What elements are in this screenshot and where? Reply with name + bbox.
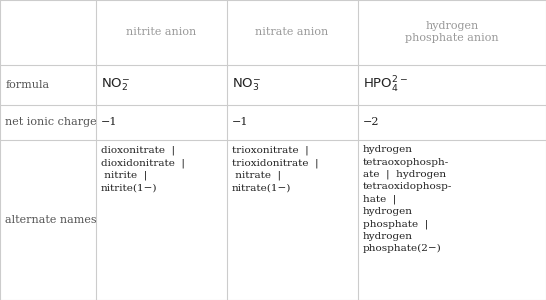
Text: −1: −1 — [101, 117, 117, 127]
Text: $\mathrm{HPO_4^{2-}}$: $\mathrm{HPO_4^{2-}}$ — [363, 75, 408, 95]
Text: −1: −1 — [232, 117, 248, 127]
Text: hydrogen
tetraoxophosph-
ate  |  hydrogen
tetraoxidophosp-
hate  |
hydrogen
phos: hydrogen tetraoxophosph- ate | hydrogen … — [363, 146, 453, 254]
Text: alternate names: alternate names — [5, 215, 97, 225]
Text: $\mathrm{NO_2^{-}}$: $\mathrm{NO_2^{-}}$ — [101, 76, 130, 93]
Text: $\mathrm{NO_3^{-}}$: $\mathrm{NO_3^{-}}$ — [232, 76, 262, 93]
Text: hydrogen
phosphate anion: hydrogen phosphate anion — [405, 21, 498, 43]
Text: formula: formula — [5, 80, 50, 90]
Text: trioxonitrate  |
trioxidonitrate  |
 nitrate  |
nitrate(1−): trioxonitrate | trioxidonitrate | nitrat… — [232, 146, 319, 193]
Text: net ionic charge: net ionic charge — [5, 117, 97, 127]
Text: nitrite anion: nitrite anion — [126, 27, 196, 37]
Text: nitrate anion: nitrate anion — [256, 27, 329, 37]
Text: −2: −2 — [363, 117, 379, 127]
Text: dioxonitrate  |
dioxidonitrate  |
 nitrite  |
nitrite(1−): dioxonitrate | dioxidonitrate | nitrite … — [101, 146, 185, 193]
